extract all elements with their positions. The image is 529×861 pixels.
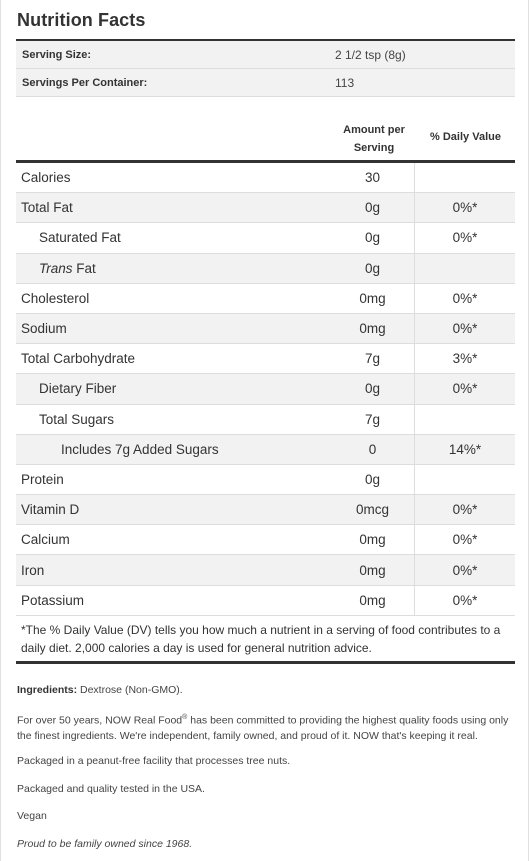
nutrient-amount: 0g (364, 200, 381, 216)
nutrient-dv: 14%* (414, 434, 515, 464)
nutrient-name: Saturated Fat (39, 230, 121, 246)
table-row: Potassium 0mg 0%* (16, 585, 515, 616)
nutrient-amount: 0mg (359, 321, 386, 337)
nutrient-amount: 0mg (359, 562, 386, 578)
nutrient-name: Calories (21, 170, 71, 186)
nutrient-name-italic: Trans (39, 260, 73, 276)
nutrient-amount: 7g (364, 411, 381, 427)
table-row: Vitamin D 0mcg 0%* (16, 495, 515, 526)
nutrient-name: Sodium (21, 321, 67, 337)
nutrient-name: Includes 7g Added Sugars (61, 441, 219, 457)
nutrient-dv (414, 464, 515, 495)
servings-per-container-label: Servings Per Container: (22, 76, 148, 89)
about-text-2: has been committed to providing the high… (17, 714, 509, 742)
serving-size-value: 2 1/2 tsp (8g) (335, 47, 406, 62)
about-paragraph: For over 50 years, NOW Real Food® has be… (17, 710, 517, 744)
nutrient-amount: 0g (364, 381, 381, 397)
table-row: Calories 30 (16, 163, 515, 194)
nutrient-dv: 0%* (414, 283, 515, 313)
nutrients-table: Calories 30 Total Fat 0g 0%* Saturated F… (16, 163, 515, 616)
tested-note: Packaged and quality tested in the USA. (17, 783, 205, 795)
nutrient-amount: 0 (368, 441, 377, 457)
nutrient-name: Calcium (21, 532, 70, 548)
table-row: Trans Fat 0g (16, 253, 515, 284)
table-row: Includes 7g Added Sugars 0 14%* (16, 434, 515, 465)
nutrient-name: Protein (21, 471, 64, 487)
divider (16, 39, 515, 41)
amount-header-line2: Serving (353, 142, 395, 154)
nutrient-name: Vitamin D (21, 502, 80, 518)
nutrient-dv: 0%* (414, 313, 515, 344)
nutrient-dv: 0%* (414, 555, 515, 585)
table-row: Calcium 0mg 0%* (16, 525, 515, 556)
daily-value-header: % Daily Value (430, 131, 501, 143)
ingredients-value: Dextrose (Non-GMO). (77, 684, 183, 696)
nutrient-amount: 0g (364, 260, 381, 276)
amount-header-line1: Amount per (343, 124, 405, 136)
nutrient-amount: 7g (364, 351, 381, 367)
family-owned-note: Proud to be family owned since 1968. (17, 838, 193, 850)
servings-per-container-row: Servings Per Container: 113 (16, 69, 515, 97)
ingredients: Ingredients: Dextrose (Non-GMO). (17, 683, 517, 698)
nutrient-dv: 0%* (414, 585, 515, 615)
page-title: Nutrition Facts (17, 10, 146, 30)
nutrient-dv: 0%* (414, 525, 515, 555)
nutrient-amount: 0g (364, 230, 381, 246)
amount-per-serving-header: Amount per Serving (326, 121, 422, 157)
ingredients-label: Ingredients: (17, 684, 78, 696)
nutrient-amount: 0mg (359, 592, 386, 608)
nutrient-dv: 0%* (414, 495, 515, 525)
nutrient-name: Potassium (21, 592, 85, 608)
serving-size-row: Serving Size: 2 1/2 tsp (8g) (16, 41, 515, 69)
nutrient-name: Iron (21, 562, 45, 578)
nutrient-amount: 0mg (359, 532, 386, 548)
serving-info: Serving Size: 2 1/2 tsp (8g) Servings Pe… (16, 41, 515, 97)
nutrient-amount: 0mcg (355, 502, 389, 518)
nutrient-name: Trans Fat (16, 261, 331, 276)
nutrient-dv: 3%* (414, 344, 515, 374)
table-row: Dietary Fiber 0g 0%* (16, 374, 515, 405)
registered-mark: ® (182, 714, 188, 721)
servings-per-container-value: 113 (335, 75, 355, 90)
divider-thick (16, 160, 515, 163)
nutrient-dv: 0%* (414, 374, 515, 404)
nutrient-name: Cholesterol (21, 290, 90, 306)
table-row: Total Fat 0g 0%* (16, 193, 515, 224)
nutrient-amount: 0g (364, 471, 381, 487)
column-headers: Amount per Serving % Daily Value (16, 120, 515, 160)
nutrient-name: Total Sugars (39, 411, 115, 427)
serving-size-label: Serving Size: (22, 48, 92, 61)
nutrient-dv: 0%* (414, 223, 515, 253)
table-row: Cholesterol 0mg 0%* (16, 283, 515, 314)
divider-thick (16, 661, 515, 664)
nutrient-dv (414, 404, 515, 434)
nutrient-dv (414, 253, 515, 283)
table-row: Protein 0g (16, 464, 515, 496)
vegan-note: Vegan (17, 810, 47, 822)
nutrient-name: Total Fat (21, 200, 73, 216)
nutrient-name-rest: Fat (72, 260, 96, 276)
nutrient-name: Total Carbohydrate (21, 351, 136, 367)
facility-note: Packaged in a peanut-free facility that … (17, 755, 291, 767)
nutrient-dv (414, 163, 515, 193)
nutrient-amount: 0mg (359, 290, 386, 306)
nutrient-dv: 0%* (414, 193, 515, 223)
nutrient-amount: 30 (364, 170, 381, 186)
table-row: Iron 0mg 0%* (16, 555, 515, 586)
table-row: Total Sugars 7g (16, 404, 515, 435)
nutrient-name: Dietary Fiber (39, 381, 117, 397)
table-row: Total Carbohydrate 7g 3%* (16, 344, 515, 375)
about-text-1: For over 50 years, NOW Real Food (17, 714, 183, 727)
table-row: Saturated Fat 0g 0%* (16, 223, 515, 254)
daily-value-footnote: *The % Daily Value (DV) tells you how mu… (21, 623, 501, 655)
table-row: Sodium 0mg 0%* (16, 313, 515, 345)
